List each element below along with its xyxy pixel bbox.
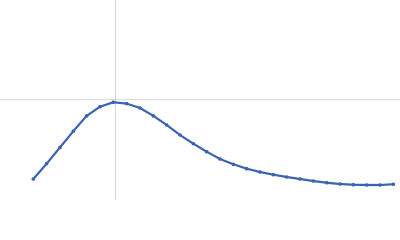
data-point [138, 106, 142, 110]
data-point [244, 166, 249, 171]
data-point [271, 172, 276, 177]
data-point [378, 183, 382, 187]
data-point [151, 114, 156, 118]
data-point [218, 157, 222, 161]
data-point [258, 170, 262, 174]
data-point [58, 145, 62, 150]
data-point [84, 114, 89, 118]
data-point [284, 175, 289, 179]
data-point [124, 101, 129, 106]
data-point [98, 104, 102, 109]
data-point [178, 133, 182, 137]
data-point [44, 161, 49, 166]
data-point [311, 179, 316, 183]
data-curve [32, 101, 394, 187]
data-point [164, 123, 169, 127]
data-point [71, 129, 76, 133]
data-point [191, 141, 196, 146]
data-point [111, 100, 116, 105]
data-point [31, 177, 36, 181]
page: (() => { const data = JSON.parse(documen… [0, 0, 400, 200]
data-point [298, 177, 302, 181]
data-point [338, 182, 342, 186]
data-point [231, 162, 236, 167]
data-point [391, 182, 396, 187]
chart [0, 0, 400, 200]
data-point [204, 149, 209, 154]
data-point [364, 183, 369, 187]
data-point [324, 180, 329, 185]
data-point [351, 182, 356, 187]
